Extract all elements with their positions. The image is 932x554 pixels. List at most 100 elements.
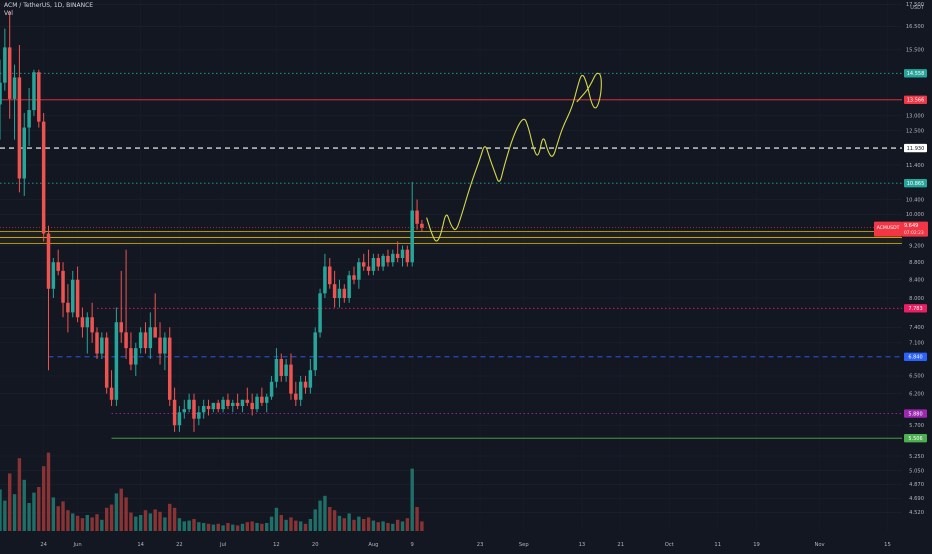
volume-bar bbox=[51, 497, 56, 531]
candle-body bbox=[347, 275, 351, 299]
volume-bar bbox=[357, 516, 361, 531]
current-price-tag bbox=[902, 221, 928, 237]
symbol-legend[interactable]: ACM / TetherUS, 1D, BINANCE bbox=[4, 2, 93, 9]
projection-path bbox=[426, 72, 602, 242]
candle-body bbox=[371, 258, 376, 271]
volume-bar bbox=[371, 520, 376, 531]
volume-bar bbox=[206, 523, 211, 531]
candle-body bbox=[294, 393, 298, 400]
candle-body bbox=[410, 210, 414, 263]
candle-body bbox=[129, 348, 133, 365]
candle-body bbox=[240, 399, 245, 406]
candle-body bbox=[323, 266, 327, 294]
candle-body bbox=[192, 399, 196, 419]
price-tick-label: 4.690 bbox=[909, 496, 924, 502]
time-tick-label: 20 bbox=[312, 542, 319, 548]
candle-body bbox=[400, 249, 405, 259]
grid-lines bbox=[0, 3, 902, 513]
candle-body bbox=[318, 293, 322, 333]
price-tick-label: 10.400 bbox=[906, 197, 924, 203]
volume-bar bbox=[284, 519, 288, 531]
candle-body bbox=[221, 399, 225, 410]
price-tick-label: 15.500 bbox=[906, 48, 924, 54]
level-10865-tag bbox=[904, 178, 927, 188]
volume-bar bbox=[216, 523, 220, 531]
volume-bar bbox=[148, 513, 153, 531]
candle-body bbox=[260, 396, 264, 403]
candle-body bbox=[61, 270, 65, 303]
candle-body bbox=[90, 317, 94, 333]
candle-body bbox=[143, 332, 148, 349]
volume-bar bbox=[265, 523, 269, 531]
price-tick-label: 8.400 bbox=[909, 278, 924, 284]
volume-bar bbox=[197, 522, 201, 531]
candle-body bbox=[420, 223, 424, 228]
price-tick-label: 6.200 bbox=[909, 391, 924, 397]
current-symbol-tag bbox=[874, 221, 902, 237]
time-tick-label: 24 bbox=[40, 542, 47, 548]
candle-body bbox=[255, 396, 259, 410]
price-tick-label: 12.500 bbox=[906, 128, 924, 134]
candle-body bbox=[201, 405, 206, 413]
candle-body bbox=[85, 317, 90, 328]
candle-body bbox=[22, 127, 26, 179]
candle-body bbox=[264, 396, 269, 403]
level-11930-label: 11.930 bbox=[907, 146, 925, 152]
volume-bar bbox=[405, 518, 410, 531]
volume-bar bbox=[177, 518, 182, 531]
volume-bar bbox=[12, 494, 17, 531]
volume-bar bbox=[410, 468, 414, 531]
volume-bar bbox=[400, 521, 405, 531]
candle-body bbox=[51, 262, 56, 289]
volume-bar bbox=[381, 521, 385, 531]
volume-bar bbox=[376, 522, 380, 531]
candle-body bbox=[313, 332, 317, 371]
candle-body bbox=[284, 364, 288, 376]
candle-body bbox=[148, 327, 153, 349]
time-tick-label: Jul bbox=[219, 542, 226, 548]
time-tick-label: 15 bbox=[884, 542, 891, 548]
volume-bar bbox=[362, 519, 366, 531]
current-countdown-text: 07:02:23 bbox=[904, 230, 924, 236]
candle-body bbox=[124, 332, 128, 349]
price-tick-label: 4.520 bbox=[909, 510, 924, 516]
candle-body bbox=[119, 322, 123, 333]
volume-bar bbox=[95, 514, 99, 531]
candle-body bbox=[235, 402, 240, 406]
price-tick-label: 6.500 bbox=[909, 374, 924, 380]
candle-body bbox=[75, 279, 80, 318]
volume-bar bbox=[347, 513, 351, 531]
price-tick-label: 4.870 bbox=[909, 482, 924, 488]
volume-bar bbox=[3, 500, 7, 531]
time-axis[interactable]: 24 Jun 14 22 Jul 12 20 Aug 9 23 Sep 13 21 Oct 11 19 Nov 1… bbox=[40, 542, 890, 548]
price-tick-label: 8.800 bbox=[909, 260, 924, 266]
candle-body bbox=[328, 266, 332, 285]
volume-bar bbox=[187, 520, 191, 531]
candle-body bbox=[216, 402, 220, 410]
volume-bar bbox=[386, 523, 390, 531]
candle-body bbox=[337, 288, 342, 299]
volume-bar bbox=[22, 479, 26, 531]
candle-body bbox=[366, 266, 371, 271]
volume-bar bbox=[352, 519, 356, 531]
candle-body bbox=[12, 77, 17, 99]
volume-bar bbox=[250, 521, 254, 531]
candle-body bbox=[100, 337, 104, 354]
volume-bar bbox=[274, 507, 279, 531]
volume-legend[interactable]: Vol bbox=[4, 10, 13, 17]
price-axis[interactable]: USDT 17.500 16.500 15.500 13.000 12.500 11.40… bbox=[906, 2, 925, 516]
candle-body bbox=[361, 262, 366, 267]
time-tick-label: 9 bbox=[411, 542, 414, 548]
candle-body bbox=[104, 337, 109, 388]
volume-bar bbox=[114, 493, 119, 531]
candle-body bbox=[352, 275, 356, 280]
candle-body bbox=[32, 72, 36, 111]
volume-bar bbox=[0, 489, 2, 531]
candle-body bbox=[250, 402, 254, 410]
candle-body bbox=[298, 381, 303, 400]
volume-bar bbox=[391, 523, 395, 531]
volume-bar bbox=[143, 510, 148, 531]
candle-body bbox=[0, 82, 2, 105]
candle-body bbox=[134, 348, 138, 365]
